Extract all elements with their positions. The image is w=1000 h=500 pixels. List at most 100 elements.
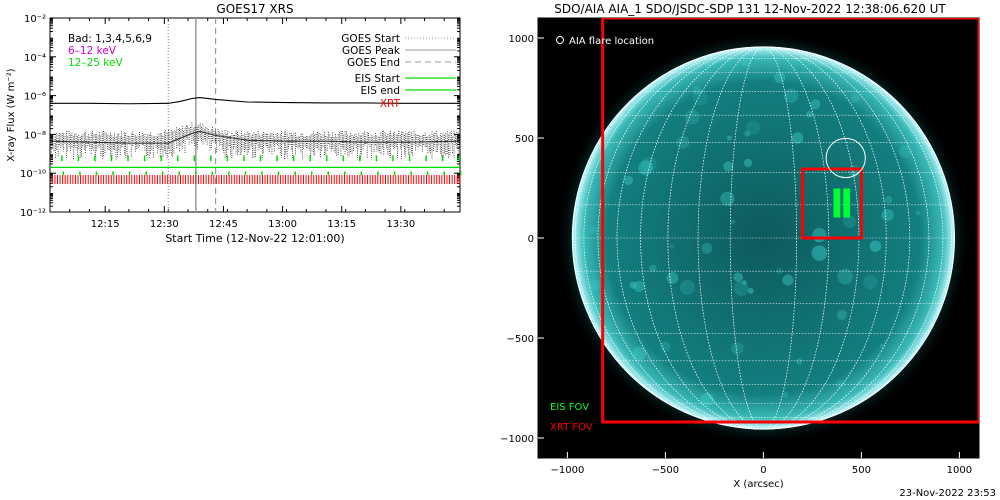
- legend-series-label: 6–12 keV: [68, 45, 117, 57]
- y-tick-label: 10⁻⁶: [24, 92, 46, 103]
- legend-xrt-label: XRT: [380, 98, 401, 110]
- image-content: AIA flare location EIS FOV XRT FOV: [550, 18, 979, 445]
- legend-event-label: GOES Peak: [342, 45, 401, 57]
- bright-patch: [679, 279, 696, 296]
- series-line: [50, 96, 460, 105]
- bright-patch: [669, 243, 675, 249]
- y-tick-label: 10⁻⁴: [24, 53, 46, 64]
- bright-patch: [638, 160, 654, 176]
- bright-patch: [743, 158, 753, 168]
- bright-patch: [649, 264, 657, 272]
- x-tick-label: 12:45: [209, 219, 238, 230]
- bright-patch: [699, 404, 705, 410]
- bright-patch: [666, 272, 679, 284]
- bright-patch: [629, 281, 637, 289]
- xrt-fov-legend-label: XRT FOV: [550, 422, 593, 433]
- bright-patch: [623, 175, 634, 186]
- bright-patch: [588, 225, 598, 235]
- xrt-fov-large: [601, 18, 979, 424]
- solar-limb: [571, 46, 955, 430]
- bright-patch: [723, 161, 734, 172]
- bright-patch: [884, 195, 893, 204]
- generation-timestamp: 23-Nov-2022 23:53: [899, 488, 996, 499]
- bright-patch: [658, 94, 666, 103]
- y-tick-label: 0: [528, 234, 534, 245]
- x-tick-label: 500: [852, 465, 871, 476]
- bright-patch: [744, 130, 751, 137]
- y-tick-label: 1000: [509, 34, 534, 45]
- y-tick-label: −500: [507, 334, 534, 345]
- bright-patch: [733, 280, 749, 297]
- bright-patch: [899, 145, 912, 158]
- y-tick-label: 10⁻¹²: [20, 208, 46, 219]
- bright-patch: [726, 135, 732, 141]
- bright-patch: [795, 358, 803, 365]
- series-line: [49, 130, 461, 144]
- legend-event-label: GOES Start: [341, 33, 400, 45]
- x-tick-label: 0: [760, 465, 766, 476]
- legend-eis-end-label: EIS end: [360, 85, 400, 97]
- x-tick-label: 1000: [947, 465, 972, 476]
- bright-patch: [881, 209, 894, 222]
- bright-patch: [588, 279, 601, 291]
- bright-patch: [863, 275, 878, 290]
- bright-patch: [684, 109, 700, 125]
- aia-image-chart: SDO/AIA AIA_1 SDO/JSDC-SDP 131 12-Nov-20…: [500, 2, 980, 490]
- flare-location-marker: [825, 137, 866, 179]
- x-tick-label: 13:00: [268, 219, 297, 230]
- eis-fov-slit: [843, 188, 851, 218]
- y-tick-label: 10⁻⁸: [24, 130, 46, 141]
- bright-patch: [774, 72, 786, 84]
- bright-patch: [633, 281, 645, 293]
- x-tick-label: −1000: [550, 465, 584, 476]
- chart-title: SDO/AIA AIA_1 SDO/JSDC-SDP 131 12-Nov-20…: [554, 2, 946, 16]
- bright-patch: [837, 268, 853, 285]
- legend-series-label: Bad: 1,3,4,5,6,9: [68, 33, 152, 45]
- bright-patch: [929, 290, 936, 297]
- bright-patch: [741, 279, 747, 286]
- y-tick-label: 10⁻²: [24, 14, 46, 25]
- bright-patch: [731, 342, 744, 355]
- bright-patch: [700, 392, 714, 406]
- x-axis-label: X (arcsec): [733, 479, 783, 490]
- bright-patch: [659, 341, 671, 352]
- bright-patch: [781, 391, 789, 398]
- bright-patch: [811, 245, 828, 261]
- bright-patch: [835, 379, 846, 390]
- flare-location-legend-label: AIA flare location: [569, 36, 654, 47]
- x-tick-label: 12:30: [150, 219, 179, 230]
- legend-event-label: GOES End: [347, 57, 400, 69]
- bright-patch: [632, 346, 647, 361]
- x-tick-label: 12:15: [91, 219, 120, 230]
- bright-patch: [730, 219, 736, 225]
- y-axis-label: X-ray Flux (W m⁻²): [6, 68, 17, 161]
- bright-patch: [869, 240, 882, 252]
- bright-patch: [806, 111, 813, 118]
- bright-patch: [783, 88, 799, 103]
- bright-patch: [746, 120, 761, 135]
- eis-fov-slit: [833, 188, 841, 218]
- bright-patch: [782, 274, 794, 286]
- xrt-fov-small: [801, 167, 863, 240]
- bright-patch: [747, 287, 754, 294]
- bright-patch: [641, 156, 657, 172]
- x-tick-label: 13:30: [386, 219, 415, 230]
- flare-location-legend-icon: [556, 36, 564, 44]
- legend-eis-start-label: EIS Start: [355, 73, 400, 85]
- bright-patch: [692, 86, 702, 96]
- goes-xrs-chart: GOES17 XRS 10⁻² 10⁻⁴ 10⁻⁶ 10⁻⁸ 10⁻¹⁰ 10⁻¹² 12:1…: [6, 2, 462, 245]
- bright-patch: [701, 242, 713, 254]
- bright-patch: [740, 55, 752, 67]
- legend-series-label: 12–25 keV: [68, 57, 123, 69]
- y-tick-label: 500: [515, 134, 534, 145]
- bright-patch: [810, 99, 821, 110]
- bright-patch: [720, 191, 735, 206]
- x-axis-label: Start Time (12-Nov-22 12:01:00): [165, 232, 344, 245]
- eis-fov-legend-label: EIS FOV: [550, 402, 589, 413]
- bright-patch: [836, 309, 847, 320]
- y-tick-label: −1000: [500, 434, 534, 445]
- bright-patch: [850, 93, 860, 103]
- bright-patch: [843, 215, 857, 229]
- x-tick-label: 13:15: [327, 219, 356, 230]
- bright-patch: [879, 343, 885, 349]
